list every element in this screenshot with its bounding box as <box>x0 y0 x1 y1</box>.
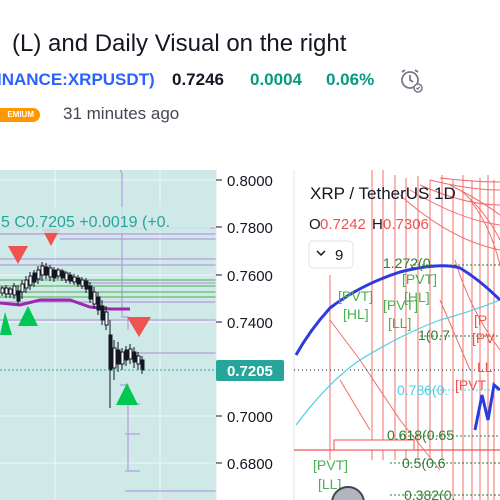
svg-text:[LL]: [LL] <box>388 315 411 331</box>
svg-text:[PVT]: [PVT] <box>338 288 373 304</box>
indicator-count: 9 <box>335 247 343 264</box>
last-price: 0.7246 <box>172 70 224 89</box>
axis-tick: 0.7800 <box>227 220 273 237</box>
svg-text:0.7242: 0.7242 <box>320 216 366 233</box>
idea-title: (L) and Daily Visual on the right <box>12 30 347 57</box>
svg-text:[HL]: [HL] <box>404 289 430 305</box>
svg-text:H: H <box>372 216 383 233</box>
cyan-curve <box>295 299 500 426</box>
sell-signal-arrows <box>8 229 151 337</box>
ohlc-legend: 5 C0.7205 +0.0019 (+0. <box>1 214 170 231</box>
moving-average-tail <box>473 382 500 431</box>
last-price-tag-text: 0.7205 <box>227 363 273 380</box>
indicators-toggle[interactable]: 9 <box>308 240 354 269</box>
idea-header: (L) and Daily Visual on the right INANCE… <box>0 0 500 137</box>
premium-badge: EMIUM <box>0 108 40 122</box>
svg-text:[PVT]: [PVT] <box>383 297 418 313</box>
svg-text:0.786(0.: 0.786(0. <box>397 382 448 398</box>
buy-arrow <box>0 312 12 335</box>
svg-text:0.7306: 0.7306 <box>383 216 429 233</box>
fib-levels <box>390 264 500 496</box>
svg-text:1.272(0.: 1.272(0. <box>383 255 434 271</box>
symbol-link[interactable]: INANCE:XRPUSDT) <box>0 70 155 89</box>
last-price-tag <box>216 360 284 381</box>
alarm-clock-icon[interactable] <box>398 67 424 93</box>
svg-text:0.382(0.: 0.382(0. <box>404 487 455 500</box>
chart-ohlc: O 0.7242 H 0.7306 <box>309 216 429 233</box>
left-price-axis[interactable]: 0.8000 0.7800 0.7600 0.7400 0.7000 0.680… <box>216 173 273 473</box>
svg-text:0.5(0.6: 0.5(0.6 <box>402 455 446 471</box>
chart-annotations: 1.272(0. [PVT] [HL] [PVT] [LL] [PVT] [HL… <box>313 255 495 500</box>
ohlc-legend-bg <box>0 207 210 233</box>
sell-arrow <box>8 246 28 264</box>
svg-text:1(0.7: 1(0.7 <box>418 327 450 343</box>
sell-arrow <box>42 229 60 246</box>
posted-time: 31 minutes ago <box>63 104 180 123</box>
axis-tick: 0.8000 <box>227 173 273 190</box>
axis-tick: 0.7400 <box>227 315 273 332</box>
axis-tick: 0.6800 <box>227 456 273 473</box>
svg-text:[LL]: [LL] <box>318 476 341 492</box>
svg-text:[P: [P <box>474 312 487 328</box>
candles <box>0 262 145 408</box>
chevron-down-icon <box>316 250 326 257</box>
svg-text:[PVT]: [PVT] <box>402 271 437 287</box>
purple-band <box>0 298 130 311</box>
right-chart[interactable]: XRP / TetherUS 1D O 0.7242 H 0.7306 9 1.… <box>293 170 500 500</box>
moving-average <box>294 264 500 356</box>
svg-text:O: O <box>309 216 321 233</box>
buy-arrow <box>18 306 38 326</box>
svg-text:[HL]: [HL] <box>343 306 369 322</box>
buy-signal-arrows <box>0 306 138 405</box>
red-trend-lines <box>329 170 500 500</box>
buy-arrow <box>116 383 138 405</box>
axis-tick: 0.7600 <box>227 268 273 285</box>
price-change-percent: 0.06% <box>326 70 375 89</box>
price-change: 0.0004 <box>250 70 302 89</box>
svg-text:[PVT: [PVT <box>455 377 487 393</box>
sell-arrow <box>127 317 151 337</box>
svg-text:0.618(0.65: 0.618(0.65 <box>387 427 454 443</box>
scroll-button[interactable] <box>331 486 365 500</box>
svg-text:LL: LL <box>477 359 493 375</box>
axis-tick: 0.7000 <box>227 409 273 426</box>
left-chart[interactable]: 5 C0.7205 +0.0019 (+0. 0.8000 0.7800 0.7… <box>0 169 284 500</box>
red-zone <box>333 439 415 451</box>
chart-symbol-title: XRP / TetherUS 1D <box>310 184 456 203</box>
svg-text:[PVT]: [PVT] <box>313 457 348 473</box>
chart-area: 5 C0.7205 +0.0019 (+0. 0.8000 0.7800 0.7… <box>0 169 500 500</box>
svg-text:[PV: [PV <box>472 330 495 346</box>
